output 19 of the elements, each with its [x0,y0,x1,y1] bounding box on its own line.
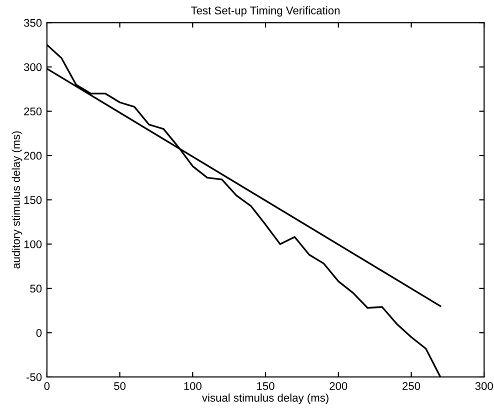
x-tick-label: 300 [475,382,493,390]
y-tick-label: 300 [24,63,42,72]
x-tick-label: 150 [257,382,274,390]
y-tick-label: 150 [24,196,42,204]
y-tick-label: 200 [24,152,42,160]
x-tick-label: 0 [44,382,50,390]
x-tick-label: 100 [184,382,202,390]
x-tick-label: 200 [330,382,348,390]
chart-title: Test Set-up Timing Verification [191,6,340,17]
x-tick-label: 250 [402,382,420,390]
y-tick-label: 0 [36,328,42,337]
y-tick-label: 50 [30,284,42,293]
y-tick-label: 350 [24,18,42,27]
y-tick-label: 100 [24,240,42,248]
y-tick-label: -50 [26,373,42,382]
x-axis-title: visual stimulus delay (ms) [202,394,328,404]
y-tick-label: 250 [24,108,42,116]
x-tick-label: 50 [114,382,126,390]
y-axis-title: auditory stimulus delay (ms) [12,131,22,268]
